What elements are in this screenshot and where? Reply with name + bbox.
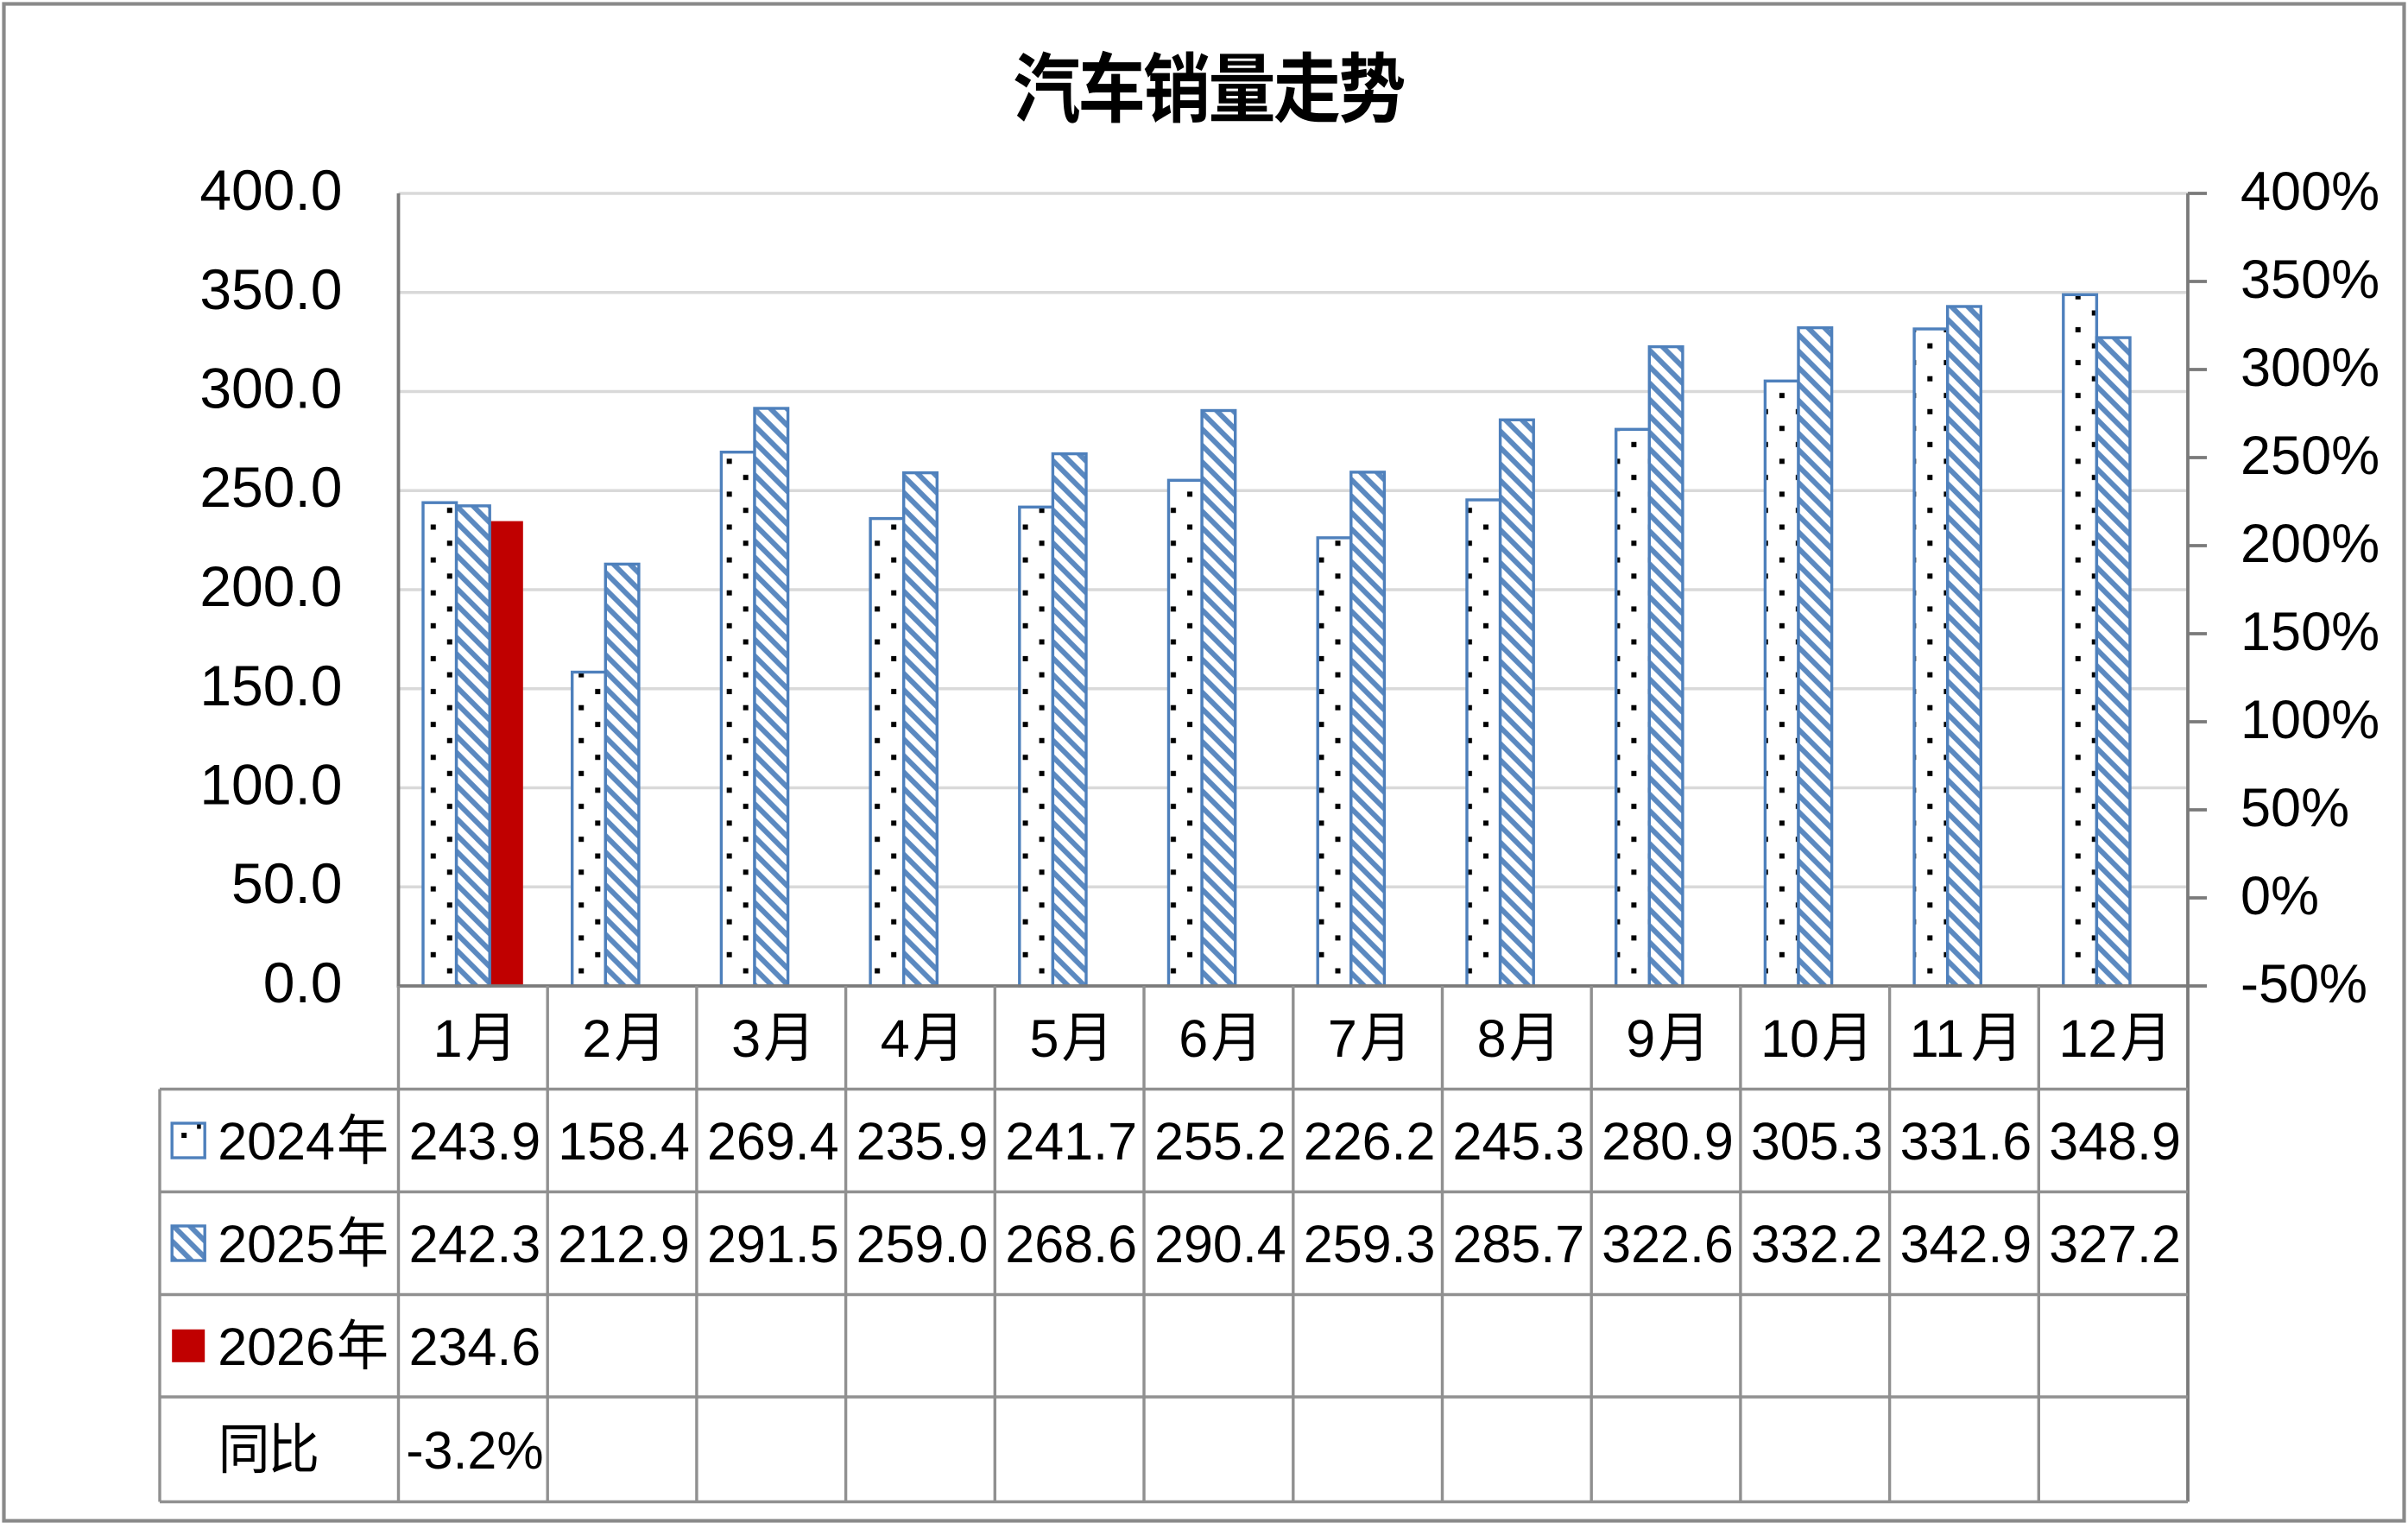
svg-text:350%: 350%: [2241, 250, 2380, 310]
svg-text:2024: 2024: [218, 1112, 335, 1171]
svg-text:50.0: 50.0: [231, 851, 342, 915]
svg-text:200%: 200%: [2241, 514, 2380, 574]
svg-text:305.3: 305.3: [1751, 1112, 1883, 1171]
svg-text:327.2: 327.2: [2049, 1215, 2181, 1273]
svg-text:-50%: -50%: [2241, 954, 2367, 1014]
svg-text:150.0: 150.0: [199, 654, 342, 717]
svg-text:4: 4: [881, 1009, 910, 1068]
svg-text:1: 1: [433, 1009, 463, 1068]
svg-text:12: 12: [2059, 1009, 2118, 1068]
svg-text:322.6: 322.6: [1602, 1215, 1734, 1273]
svg-text:10: 10: [1760, 1009, 1819, 1068]
svg-text:2025: 2025: [218, 1215, 335, 1273]
svg-text:280.9: 280.9: [1602, 1112, 1734, 1171]
svg-text:241.7: 241.7: [1005, 1112, 1137, 1171]
svg-text:332.2: 332.2: [1751, 1215, 1883, 1273]
svg-text:259.3: 259.3: [1304, 1215, 1436, 1273]
svg-text:8: 8: [1477, 1009, 1507, 1068]
svg-text:2026: 2026: [218, 1317, 335, 1376]
svg-text:300%: 300%: [2241, 338, 2380, 398]
svg-text:342.9: 342.9: [1900, 1215, 2032, 1273]
svg-text:11: 11: [1910, 1009, 1964, 1068]
svg-text:150%: 150%: [2241, 602, 2380, 662]
svg-text:242.3: 242.3: [409, 1215, 541, 1273]
svg-text:200.0: 200.0: [199, 554, 342, 618]
svg-text:235.9: 235.9: [856, 1112, 989, 1171]
svg-text:245.3: 245.3: [1452, 1112, 1584, 1171]
svg-text:212.9: 212.9: [558, 1215, 690, 1273]
svg-text:291.5: 291.5: [707, 1215, 839, 1273]
svg-text:226.2: 226.2: [1304, 1112, 1436, 1171]
svg-text:7: 7: [1328, 1009, 1357, 1068]
svg-text:400%: 400%: [2241, 161, 2380, 222]
svg-text:0.0: 0.0: [263, 951, 343, 1014]
svg-text:50%: 50%: [2241, 778, 2349, 838]
svg-text:348.9: 348.9: [2049, 1112, 2181, 1171]
svg-text:2: 2: [582, 1009, 611, 1068]
svg-text:250%: 250%: [2241, 426, 2380, 486]
svg-text:100.0: 100.0: [199, 753, 342, 817]
svg-text:100%: 100%: [2241, 690, 2380, 750]
svg-text:259.0: 259.0: [856, 1215, 989, 1273]
svg-text:234.6: 234.6: [409, 1317, 541, 1376]
svg-text:250.0: 250.0: [199, 455, 342, 519]
svg-text:255.2: 255.2: [1154, 1112, 1286, 1171]
svg-text:5: 5: [1030, 1009, 1059, 1068]
svg-text:285.7: 285.7: [1452, 1215, 1584, 1273]
svg-text:0%: 0%: [2241, 866, 2319, 926]
svg-text:350.0: 350.0: [199, 257, 342, 321]
svg-text:269.4: 269.4: [707, 1112, 839, 1171]
svg-text:9: 9: [1626, 1009, 1655, 1068]
svg-text:290.4: 290.4: [1154, 1215, 1286, 1273]
svg-text:268.6: 268.6: [1005, 1215, 1137, 1273]
svg-text:3: 3: [731, 1009, 761, 1068]
svg-text:300.0: 300.0: [199, 357, 342, 420]
svg-text:-3.2%: -3.2%: [406, 1421, 543, 1480]
svg-text:243.9: 243.9: [409, 1112, 541, 1171]
svg-text:158.4: 158.4: [558, 1112, 690, 1171]
svg-text:6: 6: [1179, 1009, 1208, 1068]
svg-text:400.0: 400.0: [199, 158, 342, 222]
svg-text:331.6: 331.6: [1900, 1112, 2032, 1171]
